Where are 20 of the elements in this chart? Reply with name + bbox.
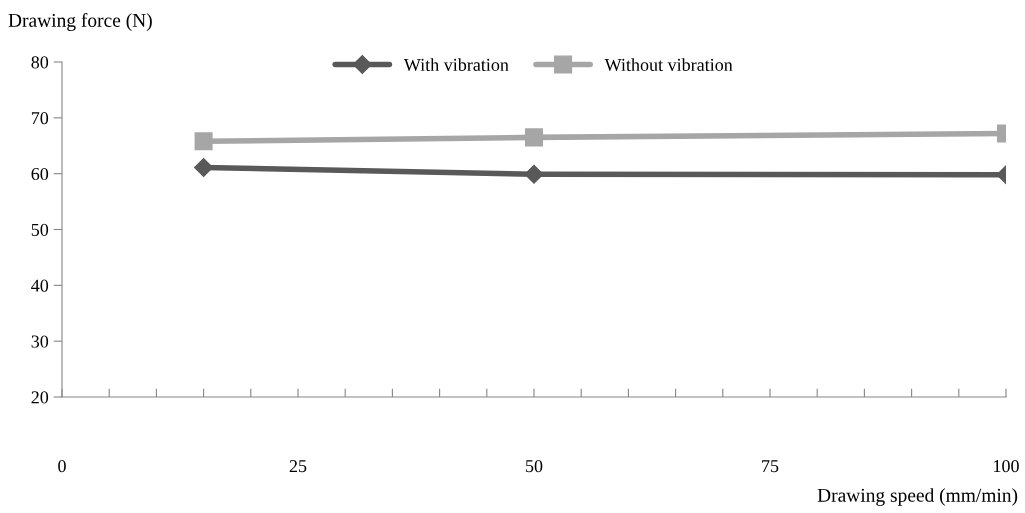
y-tick-label: 20 — [31, 391, 49, 404]
point — [194, 157, 214, 178]
x-tick-label: 75 — [762, 460, 779, 473]
y-tick-label: 40 — [31, 279, 49, 292]
x-axis-title: Drawing speed (mm/min) — [817, 488, 1018, 506]
point — [194, 132, 213, 151]
x-tick-label: 0 — [58, 460, 66, 473]
y-tick-label: 80 — [31, 56, 49, 69]
point — [524, 128, 544, 147]
x-tick-label: 25 — [289, 460, 307, 473]
legend-label: Without vibration — [604, 58, 733, 72]
x-tick-label: 100 — [994, 460, 1019, 473]
y-tick-label: 60 — [31, 167, 49, 181]
y-axis-title: Drawing force (N) — [8, 13, 152, 31]
y-tick-label: 50 — [31, 223, 49, 236]
x-tick-label: 50 — [526, 460, 543, 473]
legend-label: With vibration — [403, 58, 509, 72]
y-tick-label: 70 — [31, 112, 49, 125]
point — [524, 164, 544, 184]
y-tick-label: 30 — [31, 335, 49, 348]
